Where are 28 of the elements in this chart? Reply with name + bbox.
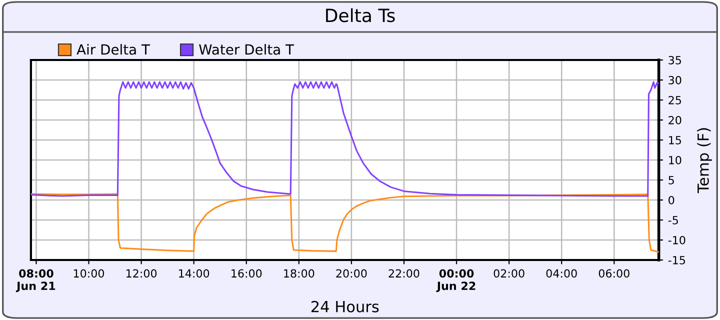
x-tick-label: 16:00 bbox=[232, 269, 262, 278]
y-tick-label: 25 bbox=[668, 96, 681, 104]
y-tick-label: 30 bbox=[668, 76, 682, 84]
y-tick-label: 15 bbox=[669, 136, 681, 144]
legend-label: Water Delta T bbox=[199, 44, 294, 55]
y-tick-label: 5 bbox=[668, 176, 674, 184]
x-tick-label: 14:00 bbox=[179, 269, 210, 278]
x-tick-label: 10:00 bbox=[74, 269, 104, 278]
x-tick-label: 08:00 Jun 21 bbox=[16, 269, 56, 292]
chart-title: Delta Ts bbox=[326, 8, 395, 22]
x-tick-label: 06:00 bbox=[598, 269, 630, 278]
x-axis-title: 24 Hours bbox=[311, 300, 379, 312]
x-tick-label: 22:00 bbox=[388, 269, 420, 278]
x-tick-label: 02:00 bbox=[494, 269, 524, 278]
legend-label: Air Delta T bbox=[76, 44, 150, 55]
y-tick-label: 35 bbox=[668, 56, 681, 64]
y-tick-label: 20 bbox=[668, 116, 682, 124]
y-tick-label: -15 bbox=[668, 256, 686, 264]
x-tick-label: 12:00 bbox=[126, 269, 157, 278]
x-tick-label: 20:00 bbox=[336, 269, 367, 278]
x-tick-label: 00:00 Jun 22 bbox=[436, 269, 476, 292]
y-tick-label: 10 bbox=[669, 156, 682, 164]
y-tick-label: -10 bbox=[668, 236, 686, 244]
y-tick-label: 0 bbox=[668, 196, 674, 204]
x-tick-label: 18:00 bbox=[284, 269, 314, 278]
y-axis-title: Temp (F) bbox=[697, 128, 712, 194]
y-tick-label: -5 bbox=[668, 216, 678, 224]
x-tick-label: 04:00 bbox=[546, 269, 577, 278]
